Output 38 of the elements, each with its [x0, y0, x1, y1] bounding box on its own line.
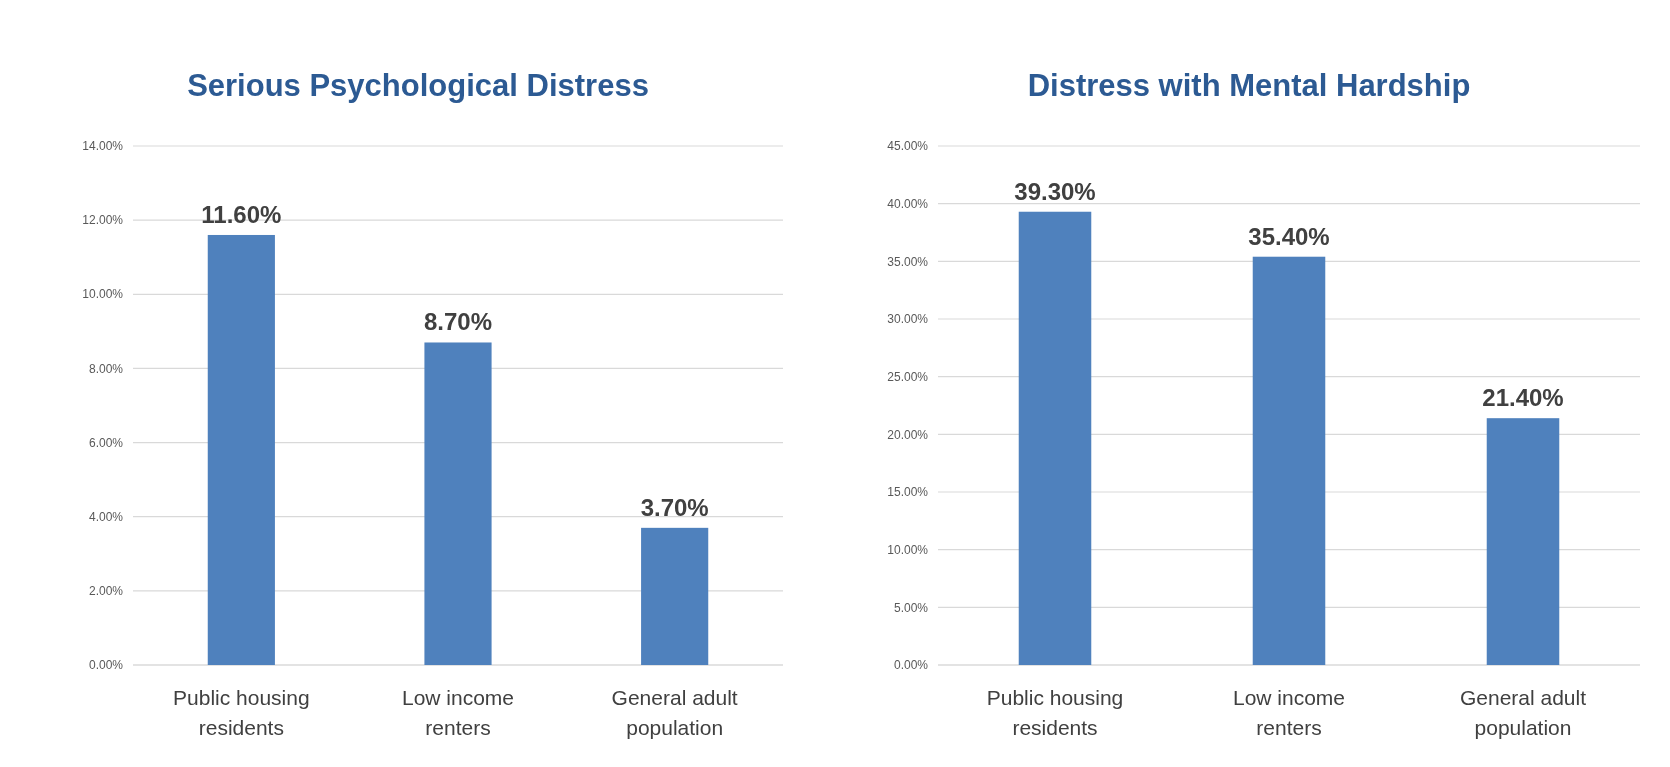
x-tick-label: General adult population: [1459, 686, 1587, 739]
y-tick-label: 25.00%: [887, 369, 929, 384]
bar: [1018, 211, 1092, 665]
x-tick-label: Public housing residents: [173, 686, 310, 739]
y-tick-label: 2.00%: [88, 584, 124, 599]
y-tick-label: 5.00%: [893, 600, 929, 615]
x-tick-label: General adult population: [611, 686, 738, 739]
data-label: 35.40%: [1248, 222, 1330, 250]
y-tick-label: 12.00%: [82, 213, 124, 228]
y-tick-label: 8.00%: [88, 361, 124, 376]
y-tick-label: 6.00%: [88, 435, 124, 450]
y-tick-label: 4.00%: [88, 509, 124, 524]
y-tick-label: 10.00%: [82, 287, 124, 302]
data-label: 21.40%: [1482, 384, 1564, 412]
x-tick-label: Public housing residents: [986, 686, 1124, 739]
y-tick-label: 35.00%: [887, 254, 929, 269]
y-tick-label: 14.00%: [82, 139, 124, 154]
y-tick-label: 10.00%: [887, 542, 929, 557]
y-tick-label: 0.00%: [893, 658, 929, 673]
bar: [1486, 418, 1560, 665]
data-label: 8.70%: [423, 308, 493, 336]
y-tick-label: 15.00%: [887, 485, 929, 500]
bar: [207, 234, 275, 665]
bar: [1252, 256, 1326, 665]
data-label: 39.30%: [1014, 177, 1096, 205]
y-tick-label: 30.00%: [887, 312, 929, 327]
x-tick-label: Low income renters: [1232, 686, 1346, 739]
chart-title: Serious Psychological Distress: [187, 68, 649, 103]
bar: [424, 342, 492, 665]
x-tick-label: Low income renters: [401, 686, 515, 739]
y-tick-label: 20.00%: [887, 427, 929, 442]
data-label: 11.60%: [201, 200, 282, 228]
y-tick-label: 0.00%: [88, 658, 124, 673]
bar: [641, 527, 709, 665]
y-tick-label: 45.00%: [887, 139, 929, 154]
data-label: 3.70%: [640, 493, 709, 521]
y-tick-label: 40.00%: [887, 196, 929, 211]
chart-title: Distress with Mental Hardship: [1027, 68, 1471, 103]
